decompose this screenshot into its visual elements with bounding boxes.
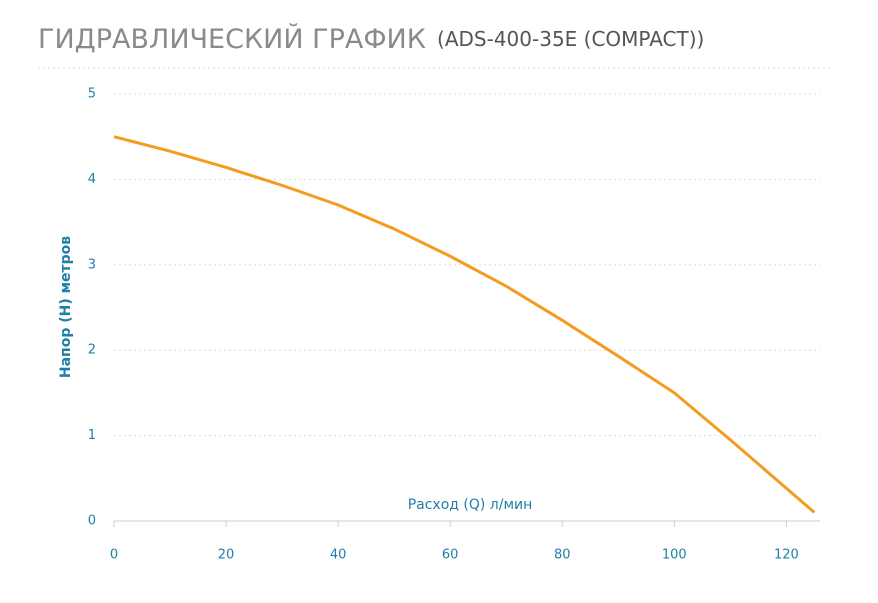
y-tick-label: 5: [88, 87, 96, 102]
x-tick-label: 120: [774, 548, 799, 563]
series-line: [113, 135, 816, 514]
chart-subtitle: (ADS-400-35E (COMPACT)): [437, 27, 704, 51]
y-tick-label: 1: [88, 428, 96, 443]
x-tick-label: 0: [110, 548, 118, 563]
x-tick-label: 20: [218, 548, 235, 563]
y-tick-label: 0: [88, 514, 96, 529]
x-tick-label: 100: [662, 548, 687, 563]
chart-title-line: ГИДРАВЛИЧЕСКИЙ ГРАФИК (ADS-400-35E (COMP…: [38, 23, 704, 55]
y-tick-label: 3: [88, 257, 96, 272]
x-axis-label: Расход (Q) л/мин: [408, 497, 533, 513]
x-tick-label: 60: [442, 548, 459, 563]
y-tick-label: 4: [88, 172, 96, 187]
y-axis-label: Напор (Н) метров: [58, 236, 74, 378]
x-tick-label: 80: [554, 548, 571, 563]
chart-title: ГИДРАВЛИЧЕСКИЙ ГРАФИК: [38, 23, 426, 55]
x-tick-label: 40: [330, 548, 347, 563]
y-tick-label: 2: [88, 343, 96, 358]
